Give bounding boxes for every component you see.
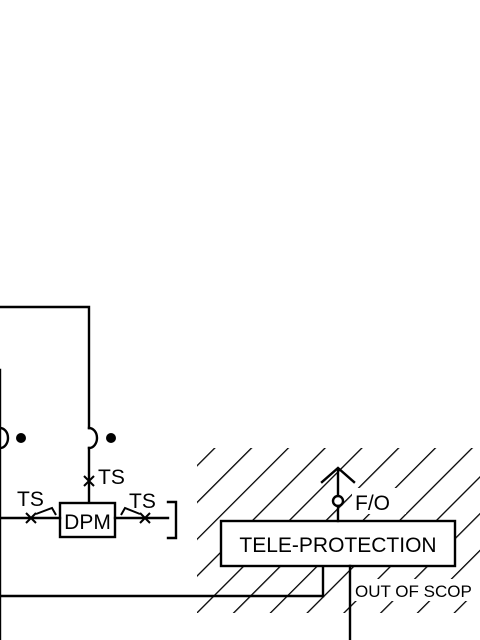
fiber-optic-antenna-icon	[320, 466, 356, 523]
left-terminal-arc	[0, 426, 10, 450]
left-terminal-dot	[16, 433, 26, 443]
ts-top-label: TS	[98, 466, 125, 489]
top-loop-wire	[0, 305, 91, 430]
bottom-horizontal-wire	[0, 564, 325, 598]
ts-right-label: TS	[129, 490, 156, 513]
teleprotection-label: TELE-PROTECTION	[239, 534, 436, 557]
middle-terminal-arc	[87, 426, 99, 450]
test-switch-right-icon	[120, 506, 151, 524]
test-switch-left-icon	[25, 506, 57, 524]
dpm-label: DPM	[64, 511, 111, 534]
fo-label: F/O	[355, 492, 390, 515]
out-of-scope-label-bg	[353, 579, 480, 601]
right-connector-bracket	[166, 500, 178, 540]
ts-left-label: TS	[17, 488, 44, 511]
fo-label-bg	[352, 488, 406, 514]
test-switch-top-icon	[83, 475, 95, 487]
out-of-scope-label: OUT OF SCOP	[355, 582, 472, 601]
middle-terminal-dot	[106, 433, 116, 443]
dpm-box	[58, 501, 117, 539]
